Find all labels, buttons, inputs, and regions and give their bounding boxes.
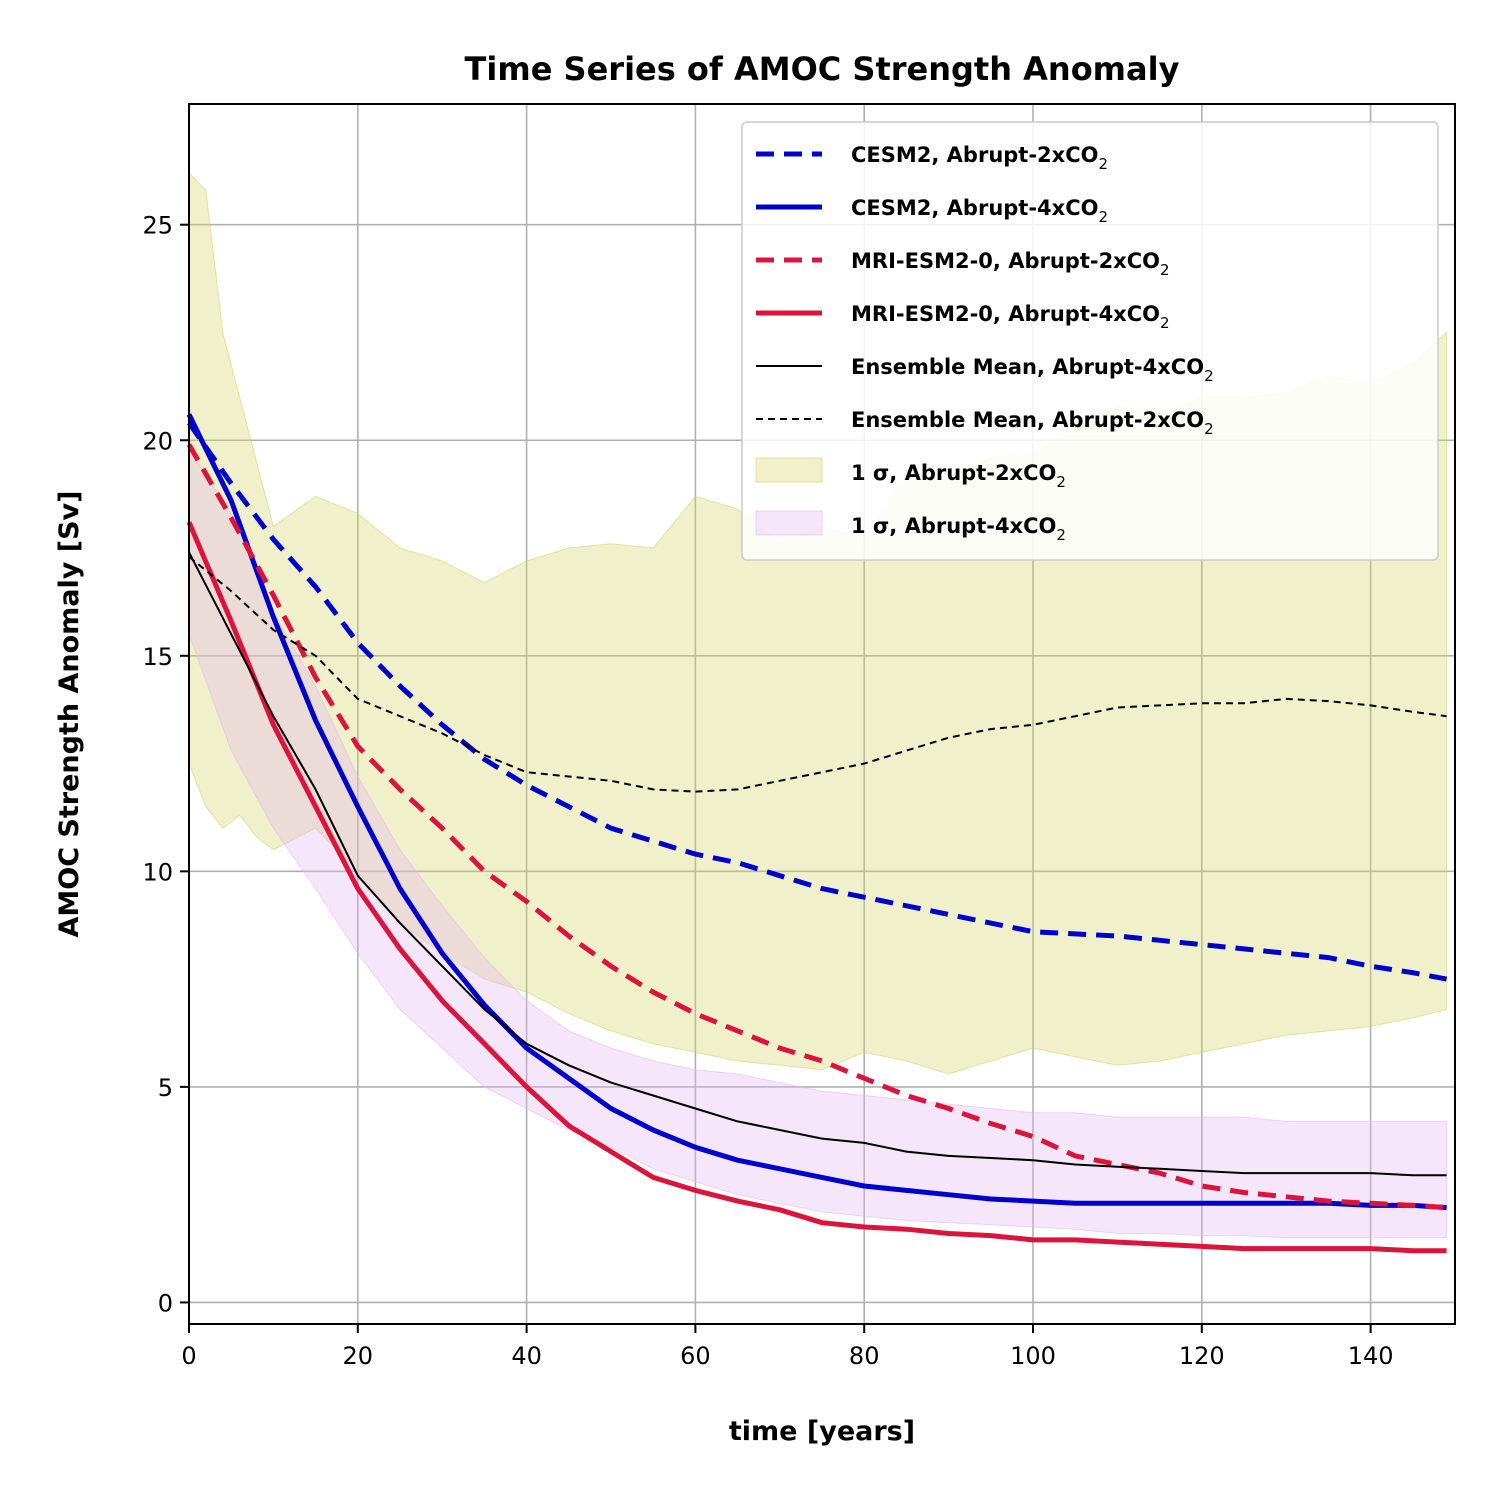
bands: [188, 171, 1448, 1239]
legend-label-0: CESM2, Abrupt-2xCO2: [851, 143, 1108, 173]
legend-label-1: CESM2, Abrupt-4xCO2: [851, 196, 1108, 226]
y-tick-label: 20: [142, 427, 173, 455]
chart-title: Time Series of AMOC Strength Anomaly: [465, 50, 1180, 88]
x-tick-label: 100: [1010, 1342, 1056, 1370]
x-tick-label: 80: [849, 1342, 880, 1370]
x-tick-label: 20: [343, 1342, 374, 1370]
y-tick-label: 10: [142, 858, 173, 886]
legend-swatch-6: [755, 457, 823, 483]
legend-label-7: 1 σ, Abrupt-4xCO2: [851, 514, 1066, 544]
x-tick-label: 120: [1179, 1342, 1225, 1370]
y-axis-label: AMOC Strength Anomaly [Sv]: [54, 491, 85, 938]
series-line-5: [188, 555, 1447, 793]
series-line-1: [186, 413, 1447, 1211]
x-tick-label: 60: [680, 1342, 711, 1370]
legend-label-text: CESM2, Abrupt-4xCO: [851, 196, 1098, 220]
legend-label-subscript: 2: [1160, 261, 1170, 279]
legend-label-text: 1 σ, Abrupt-2xCO: [851, 461, 1056, 485]
legend-label-text: 1 σ, Abrupt-4xCO: [851, 514, 1056, 538]
series-line-3: [186, 521, 1447, 1254]
y-tick-label: 25: [142, 212, 173, 240]
x-tick-label: 40: [511, 1342, 542, 1370]
legend-label-subscript: 2: [1056, 526, 1066, 544]
legend-swatch-7: [755, 510, 823, 536]
series-line-0: [186, 421, 1448, 982]
band-0: [188, 171, 1448, 1075]
legend-label-text: CESM2, Abrupt-2xCO: [851, 143, 1098, 167]
legend-label-subscript: 2: [1204, 367, 1214, 385]
legend-label-subscript: 2: [1098, 155, 1108, 173]
y-tick-label: 15: [142, 643, 173, 671]
ticks: 0 20 40 60 80 100 120 140 0 5 10 15 20 25: [142, 212, 1393, 1370]
legend-label-subscript: 2: [1204, 420, 1214, 438]
x-tick-label: 0: [181, 1342, 196, 1370]
legend-label-3: MRI-ESM2-0, Abrupt-4xCO2: [851, 302, 1170, 332]
series-lines: [186, 413, 1448, 1254]
plot-frame: [188, 103, 1456, 1325]
x-tick-label: 140: [1348, 1342, 1394, 1370]
legend-label-text: Ensemble Mean, Abrupt-2xCO: [851, 408, 1204, 432]
legend-label-text: MRI-ESM2-0, Abrupt-4xCO: [851, 302, 1160, 326]
legend-box: [741, 121, 1439, 561]
legend-label-text: Ensemble Mean, Abrupt-4xCO: [851, 355, 1204, 379]
legend-label-5: Ensemble Mean, Abrupt-2xCO2: [851, 408, 1214, 438]
series-line-4: [188, 551, 1447, 1177]
x-axis-label: time [years]: [729, 1416, 915, 1447]
series-line-2: [186, 443, 1447, 1211]
legend-label-4: Ensemble Mean, Abrupt-4xCO2: [851, 355, 1214, 385]
y-tick-label: 0: [158, 1289, 173, 1317]
y-tick-label: 5: [158, 1074, 173, 1102]
legend-label-subscript: 2: [1160, 314, 1170, 332]
legend-label-subscript: 2: [1056, 473, 1066, 491]
legend-label-2: MRI-ESM2-0, Abrupt-2xCO2: [851, 249, 1170, 279]
legend-label-text: MRI-ESM2-0, Abrupt-2xCO: [851, 249, 1160, 273]
legend-label-6: 1 σ, Abrupt-2xCO2: [851, 461, 1066, 491]
legend-label-subscript: 2: [1098, 208, 1108, 226]
